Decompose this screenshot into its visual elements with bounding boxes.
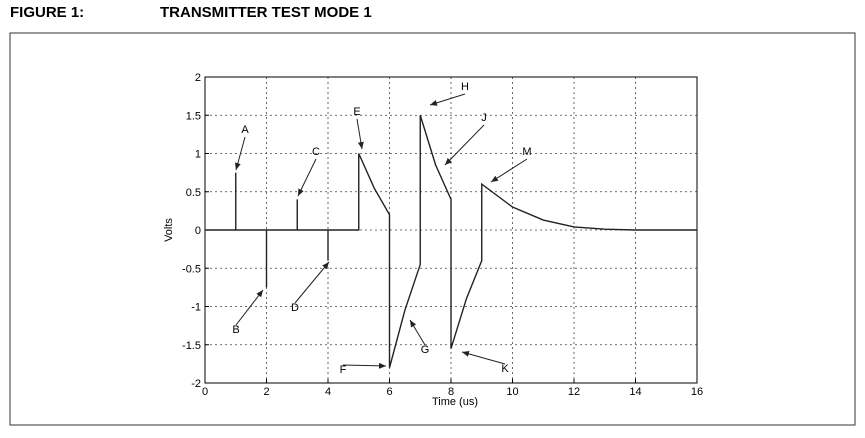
annotation-label: D: [291, 302, 299, 314]
annotation-arrow: [461, 350, 506, 365]
y-tick-label: -1: [191, 302, 201, 314]
x-tick-label: 12: [568, 386, 580, 398]
annotation-label: H: [461, 81, 469, 93]
annotation-arrow: [409, 319, 426, 346]
y-tick-label: 1: [195, 149, 201, 161]
chart-title: TRANSMITTER TEST MODE 1: [160, 4, 372, 21]
x-tick-label: 10: [506, 386, 518, 398]
y-axis-label: Volts: [163, 218, 175, 242]
figure-frame: [9, 32, 856, 426]
x-axis-label: Time (us): [432, 396, 478, 408]
annotation-arrow: [342, 362, 387, 369]
y-tick-label: 0: [195, 225, 201, 237]
annotation-label: C: [312, 146, 320, 158]
annotation-label: B: [232, 324, 239, 336]
x-tick-label: 2: [263, 386, 269, 398]
annotation-label: K: [501, 363, 509, 375]
annotation-label: M: [522, 146, 531, 158]
y-tick-label: -0.5: [182, 263, 201, 275]
x-tick-label: 4: [325, 386, 331, 398]
y-tick-label: 0.5: [186, 187, 201, 199]
x-tick-label: 8: [448, 386, 454, 398]
y-tick-label: 2: [195, 72, 201, 84]
y-tick-label: -2: [191, 378, 201, 390]
annotation-arrow: [235, 289, 264, 326]
x-tick-label: 14: [629, 386, 641, 398]
y-tick-label: -1.5: [182, 340, 201, 352]
annotation-label: F: [340, 364, 347, 376]
annotation-label: E: [353, 106, 360, 118]
annotation-arrow: [294, 261, 330, 304]
y-tick-label: 1.5: [186, 110, 201, 122]
annotation-arrow: [490, 158, 528, 183]
x-tick-label: 6: [386, 386, 392, 398]
x-tick-label: 16: [691, 386, 703, 398]
annotation-arrow: [429, 93, 466, 106]
figure-label: FIGURE 1:: [10, 4, 84, 21]
x-tick-label: 0: [202, 386, 208, 398]
annotation-label: J: [481, 112, 487, 124]
annotation-arrow: [356, 118, 364, 150]
annotation-label: A: [241, 124, 249, 136]
annotation-arrow: [234, 136, 246, 171]
annotation-arrow: [444, 124, 485, 166]
annotation-label: G: [421, 344, 430, 356]
annotation-arrow: [297, 158, 317, 197]
data-line: [205, 115, 697, 368]
